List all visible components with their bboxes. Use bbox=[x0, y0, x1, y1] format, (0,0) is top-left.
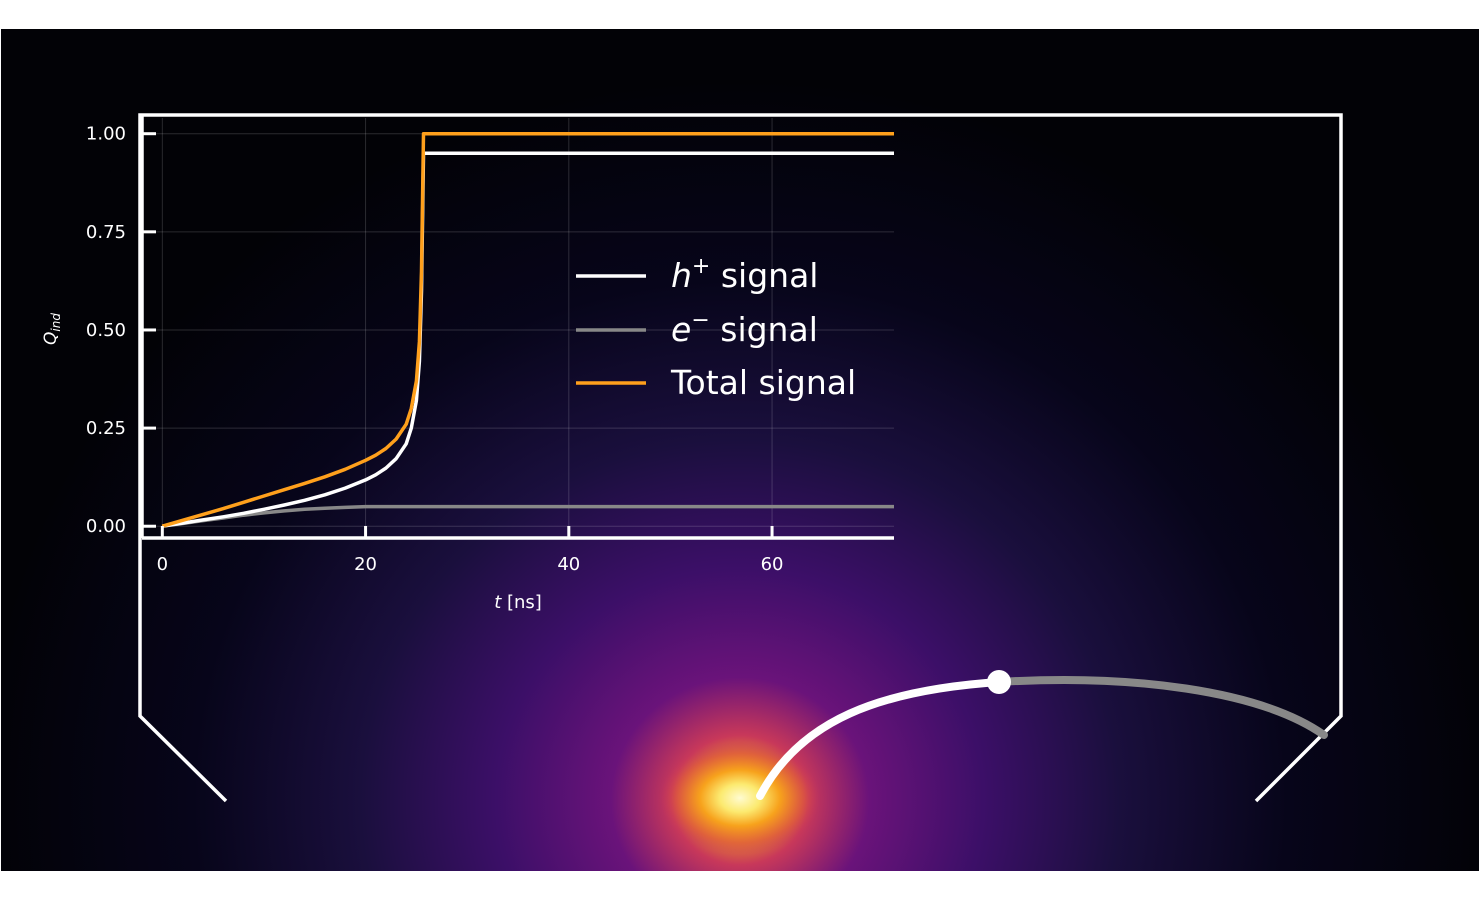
y-tick-label: 0.25 bbox=[86, 418, 126, 439]
x-tick-label: 20 bbox=[354, 554, 377, 575]
detector-outline bbox=[138, 113, 1343, 803]
electron-trajectory bbox=[995, 676, 1328, 739]
hole-trajectory bbox=[756, 678, 1003, 800]
y-tick-label: 0.00 bbox=[86, 516, 126, 537]
y-axis-label: Qind bbox=[41, 313, 63, 345]
x-tick-label: 0 bbox=[157, 554, 168, 575]
y-tick-label: 0.75 bbox=[86, 222, 126, 243]
legend-label-electron: e− signal bbox=[671, 308, 818, 349]
legend-label-hole: h+ signal bbox=[671, 254, 818, 295]
charge-marker bbox=[987, 670, 1011, 694]
x-axis-label: t [ns] bbox=[494, 592, 542, 613]
charge-origin-hotspot bbox=[660, 742, 820, 854]
weighting-field bbox=[1, 29, 1479, 871]
y-tick-label: 0.50 bbox=[86, 320, 126, 341]
x-tick-label: 40 bbox=[557, 554, 580, 575]
legend: h+ signal e− signal Total signal bbox=[576, 254, 856, 402]
y-tick-label: 1.00 bbox=[86, 124, 126, 145]
legend-label-total: Total signal bbox=[670, 363, 856, 402]
plot-area: 0 20 40 60 0.00 0.25 0.50 0.75 1.00 bbox=[86, 115, 894, 575]
series-line-total bbox=[161, 131, 894, 528]
series-lines bbox=[161, 131, 894, 528]
axes: 0 20 40 60 0.00 0.25 0.50 0.75 1.00 bbox=[86, 115, 894, 575]
x-tick-label: 60 bbox=[761, 554, 784, 575]
